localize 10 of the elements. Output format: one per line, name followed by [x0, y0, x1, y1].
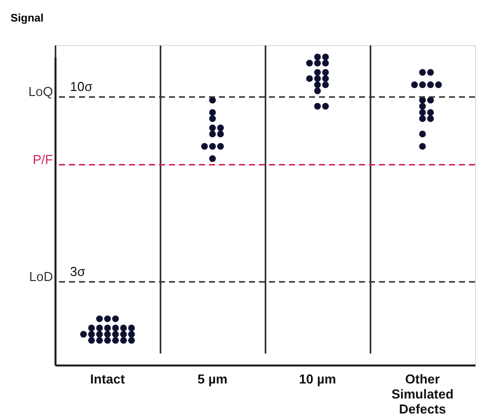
x-tick-label: Other Simulated Defects [391, 372, 454, 416]
x-tick-label: 5 µm [198, 372, 228, 386]
annotation: 10σ [70, 79, 92, 94]
ref-line-label: LoD [29, 268, 53, 284]
x-tick-label: Intact [90, 372, 126, 386]
x-tick-label: 10 µm [298, 372, 336, 386]
annotation: 3σ [70, 264, 86, 279]
ref-line-label: LoQ [28, 84, 53, 100]
ref-line-label: P/F [32, 152, 54, 167]
y-axis-title: Signal [10, 12, 44, 24]
